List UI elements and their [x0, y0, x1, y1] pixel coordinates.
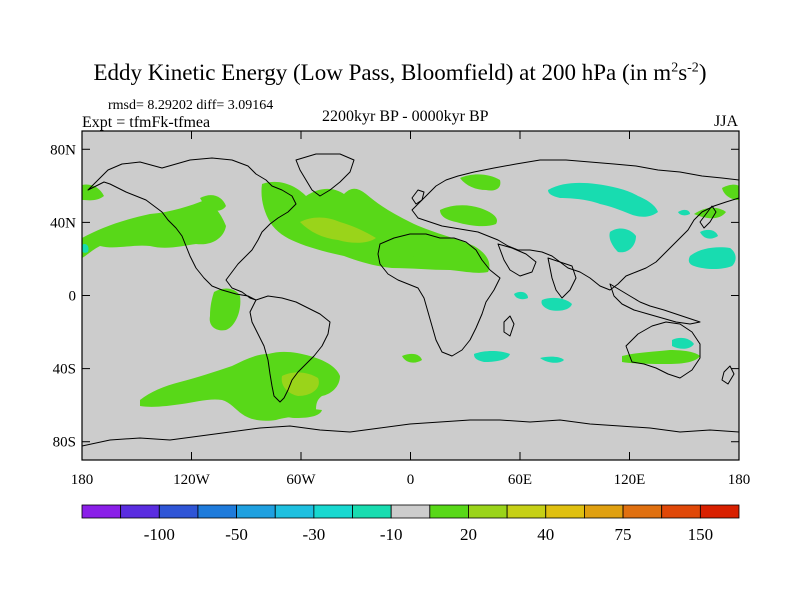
coastline-eurasia: [411, 159, 739, 291]
x-tick-label: 180: [71, 472, 94, 488]
y-tick-label: 80N: [50, 142, 76, 158]
colorbar-swatch: [584, 504, 624, 519]
region-east-asia-neg: [609, 228, 636, 253]
coastline-new-zealand: [721, 365, 735, 385]
colorbar: -100 -50 -30 -10 20 40 75 150: [81, 504, 740, 544]
coastline-north-america: [87, 157, 297, 301]
coastline-madagascar: [503, 315, 515, 337]
colorbar-label: -50: [225, 525, 248, 544]
region-north-pacific: [82, 200, 226, 258]
colorbar-swatch: [622, 504, 663, 519]
region-europe: [440, 205, 498, 227]
title-s: s: [678, 60, 688, 85]
coastline-greenland: [295, 153, 355, 197]
x-tick-label: 180: [728, 472, 751, 488]
region-sw-africa: [402, 353, 422, 363]
anomaly-regions: [82, 174, 739, 421]
y-tick-label: 80S: [53, 435, 76, 451]
colorbar-label: 75: [615, 525, 632, 544]
region-mid-atlantic-core: [300, 217, 376, 243]
region-atlantic-neg: [82, 243, 89, 253]
title-sup-2: -2: [687, 60, 699, 76]
colorbar-swatch: [468, 504, 508, 519]
title-end: ): [698, 60, 707, 85]
y-tick-label: 0: [69, 289, 77, 305]
coastline-africa: [377, 233, 501, 357]
colorbar-swatch: [81, 504, 122, 519]
colorbar-swatch: [197, 504, 237, 519]
coastline-british-isles: [411, 189, 425, 205]
region-south-america-core: [281, 372, 319, 396]
region-north-atlantic: [261, 181, 490, 273]
colorbar-swatch: [352, 504, 392, 519]
coastline-south-america: [249, 295, 331, 403]
x-tick-label: 60W: [286, 472, 316, 488]
region-au-neg: [672, 337, 694, 349]
region-arabian-neg: [514, 291, 528, 300]
colorbar-swatch: [274, 504, 315, 519]
colorbar-label: -10: [380, 525, 403, 544]
chart-title: Eddy Kinetic Energy (Low Pass, Bloomfiel…: [0, 60, 800, 86]
region-east-pacific: [722, 184, 739, 200]
season-label: JJA: [714, 113, 739, 130]
colorbar-swatch: [429, 504, 469, 519]
colorbar-swatch: [236, 504, 276, 519]
title-text: Eddy Kinetic Energy (Low Pass, Bloomfiel…: [93, 60, 672, 85]
coastline-antarctica: [82, 419, 739, 447]
region-asia-east: [694, 207, 726, 219]
region-pacific-neg-2: [678, 209, 690, 216]
region-eurasia-neg: [548, 182, 658, 217]
region-sahara: [392, 246, 418, 259]
region-japan-neg: [700, 229, 718, 239]
colorbar-swatch: [120, 504, 160, 519]
region-scandinavia: [460, 174, 501, 191]
x-tick-label: 120W: [173, 472, 211, 488]
colorbar-swatch: [506, 504, 547, 519]
region-north-pacific-neg: [688, 247, 736, 269]
experiment-label: Expt = tfmFk-tfmea: [82, 114, 211, 131]
title-sup-1: 2: [671, 60, 679, 76]
colorbar-label: 150: [688, 525, 714, 544]
map-background: [82, 131, 739, 460]
colorbar-swatch: [545, 504, 585, 519]
y-tick-label: 40N: [50, 215, 76, 231]
region-indian-neg-2: [541, 297, 572, 311]
coastline-arabia: [497, 243, 537, 277]
colorbar-swatch: [313, 504, 353, 519]
colorbar-swatch: [661, 504, 701, 519]
colorbar-swatch: [390, 504, 431, 519]
region-indian-ocean-south: [622, 350, 700, 364]
map-axes: 180 120W 60W 0 60E 120E 180 80N 40N 0 40S 80S: [50, 131, 750, 488]
x-tick-label: 60E: [508, 472, 532, 488]
colorbar-swatch: [158, 504, 199, 519]
coastlines: [82, 153, 739, 447]
stats-label: rmsd= 8.29202 diff= 3.09164: [108, 98, 274, 113]
region-rockies: [200, 195, 226, 211]
y-tick-label: 40S: [53, 362, 76, 378]
region-south-america: [140, 351, 340, 421]
x-tick-label: 120E: [614, 472, 646, 488]
colorbar-label: -100: [144, 525, 175, 544]
region-indian-neg-1: [474, 351, 510, 362]
x-tick-label: 0: [407, 472, 415, 488]
coastline-australia: [625, 321, 701, 379]
region-drake: [280, 408, 322, 418]
coastline-southeast-asia: [609, 283, 701, 325]
colorbar-label: -30: [303, 525, 326, 544]
coastline-japan: [699, 205, 717, 229]
colorbar-label: 40: [537, 525, 554, 544]
region-north-pacific-b: [82, 184, 104, 201]
region-indian-neg-3: [540, 356, 564, 363]
period-label: 2200kyr BP - 0000kyr BP: [322, 108, 489, 125]
region-east-pacific-tropics: [209, 288, 241, 331]
colorbar-label: 20: [460, 525, 477, 544]
coastline-india: [547, 257, 577, 299]
colorbar-swatch: [699, 504, 740, 519]
